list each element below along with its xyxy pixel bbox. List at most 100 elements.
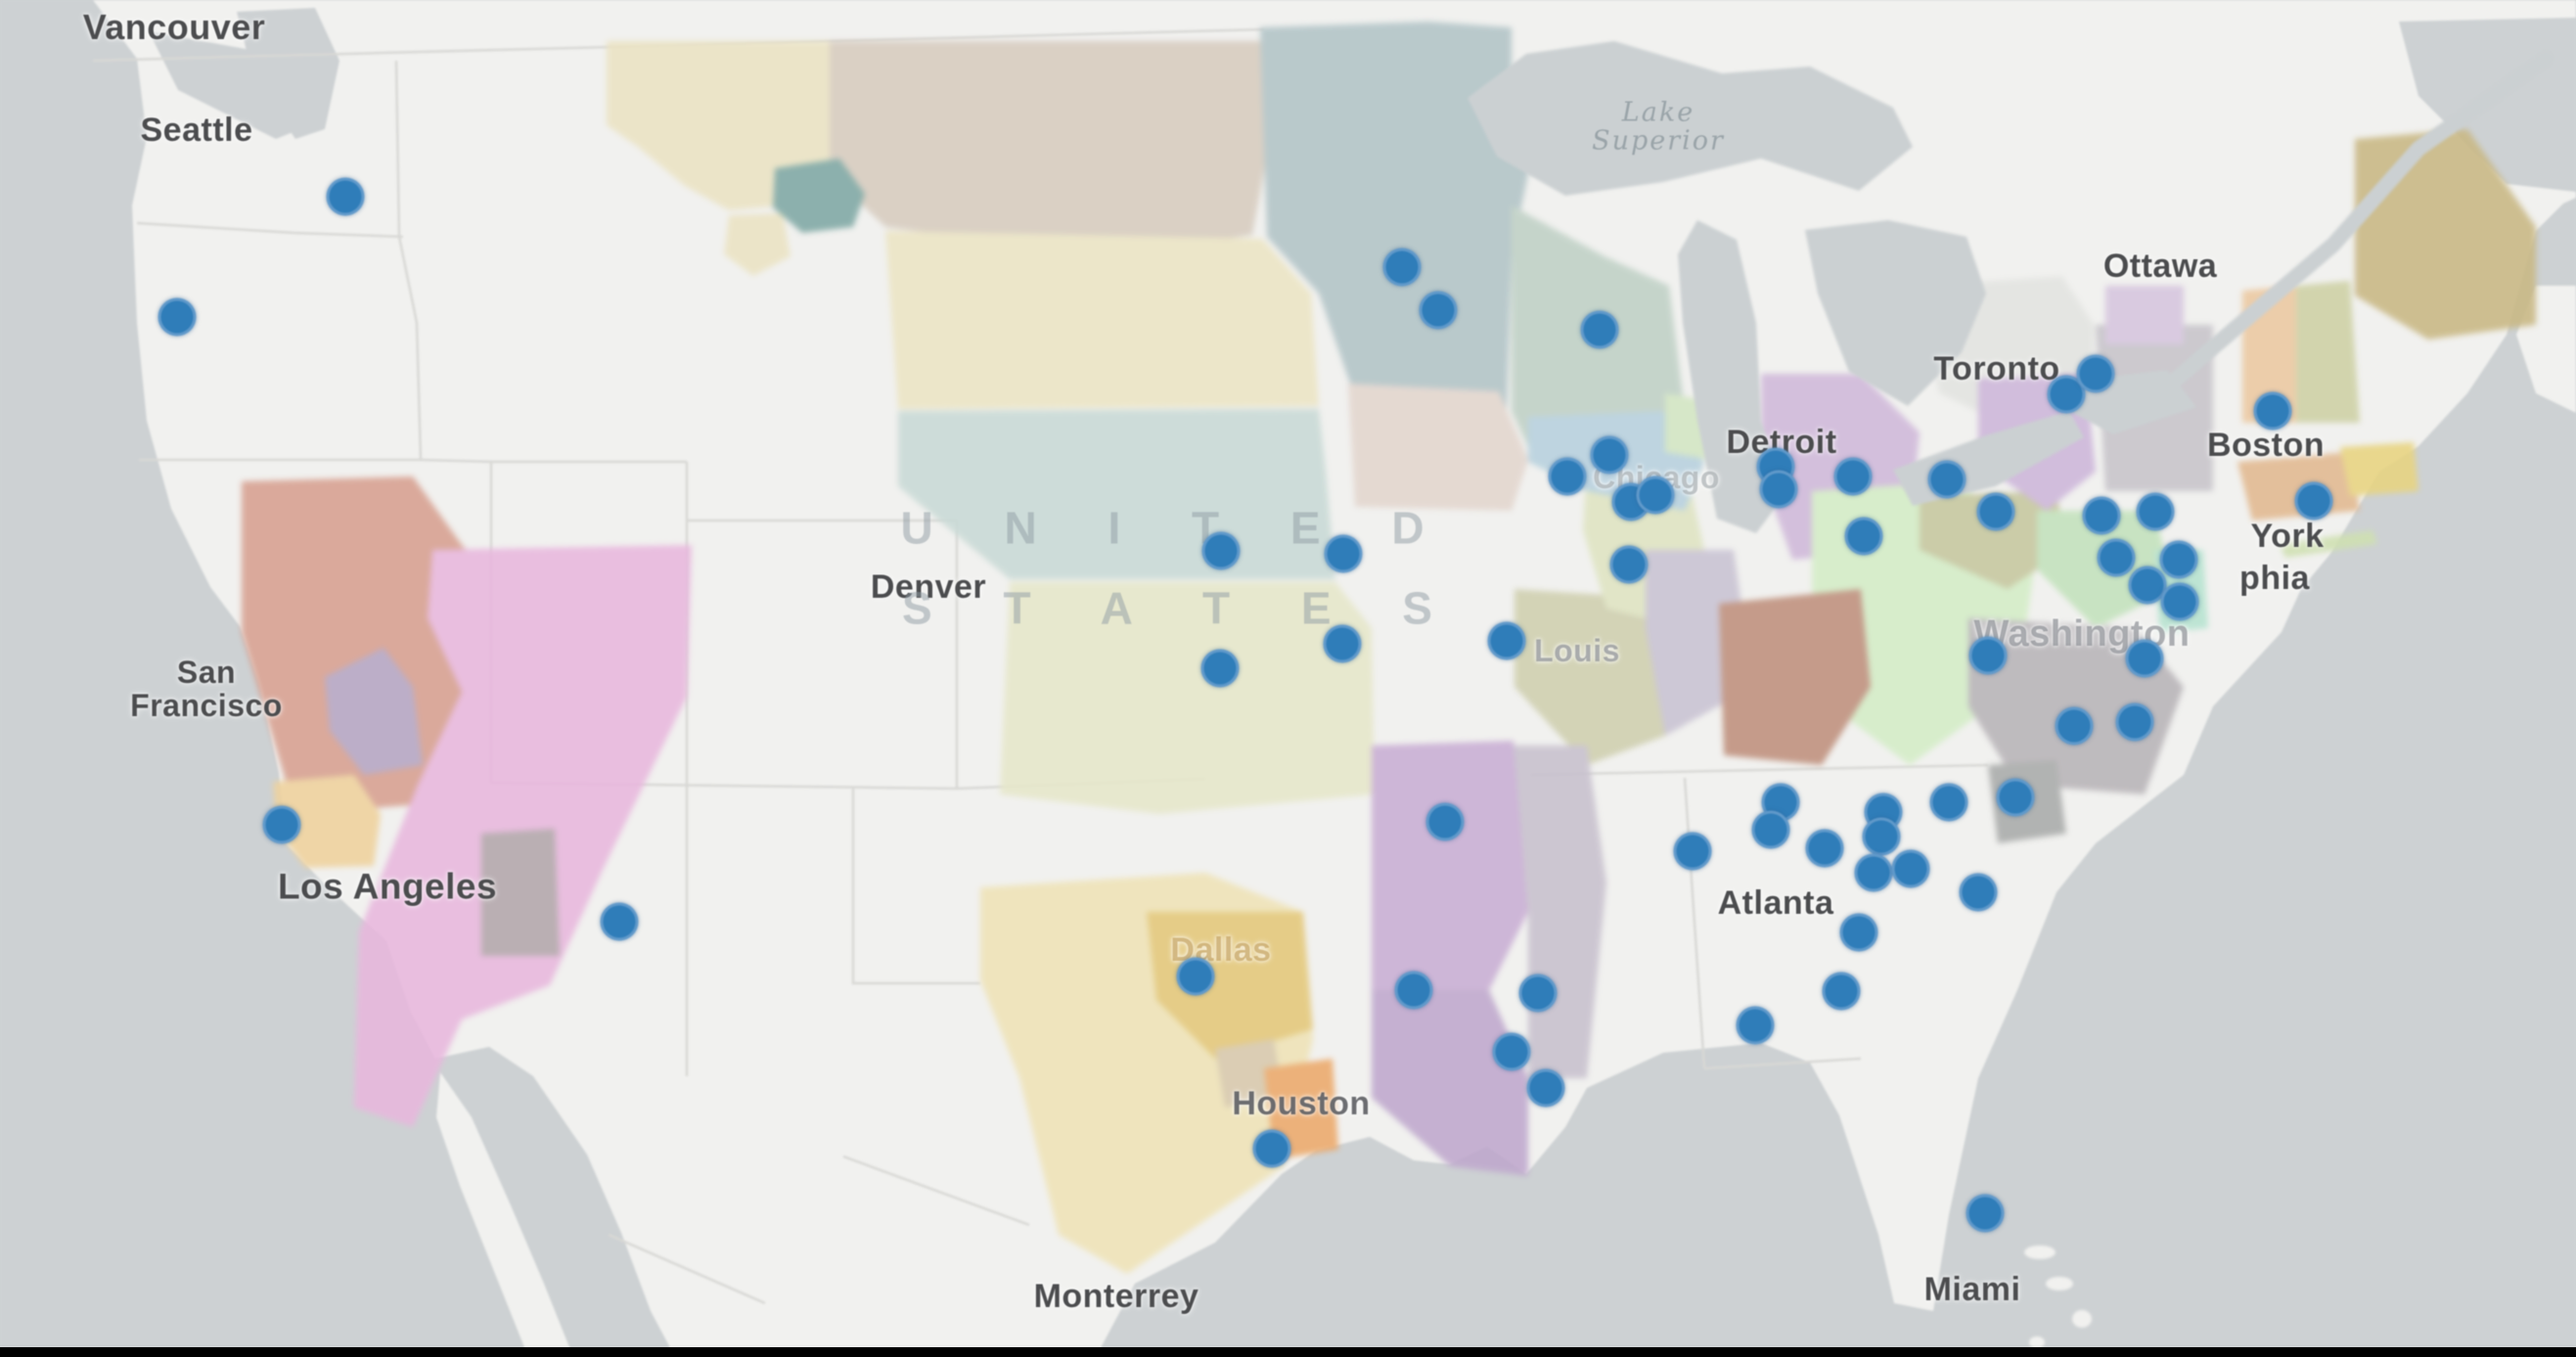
city-marker[interactable] [1394,971,1433,1010]
city-marker[interactable] [1201,531,1241,570]
city-marker[interactable] [1252,1129,1291,1168]
city-marker[interactable] [1862,817,1901,856]
city-marker[interactable] [2082,496,2121,535]
city-marker[interactable] [1382,248,1422,287]
lake-michigan [1678,220,1785,533]
newhampshire-district[interactable] [2296,281,2360,423]
baja-peninsula [436,1072,573,1357]
missouri-district[interactable] [1000,582,1375,814]
montana-islet[interactable] [724,213,791,276]
city-marker[interactable] [1833,457,1873,496]
lake-superior [1468,41,1913,196]
city-marker[interactable] [600,902,639,941]
bottom-bar [0,1347,2576,1357]
montana-district[interactable] [607,41,830,210]
city-marker[interactable] [1324,534,1363,573]
city-marker[interactable] [1966,1194,2005,1233]
city-marker[interactable] [326,177,365,216]
nebraska-district[interactable] [885,231,1319,409]
socal-gray-patch[interactable] [481,829,560,956]
city-marker[interactable] [1968,636,2008,675]
city-marker[interactable] [2076,354,2115,393]
city-marker[interactable] [2115,702,2154,742]
pennsylvania-olive-district[interactable] [1920,491,2066,589]
dallas-gold-district[interactable] [1147,912,1313,1059]
stlouis-olive-district[interactable] [1514,589,1665,765]
city-marker[interactable] [1891,849,1930,888]
city-marker[interactable] [2136,492,2175,531]
city-marker[interactable] [2160,582,2199,621]
great-lakes [1468,41,2553,1348]
kentucky-district[interactable] [1719,589,1871,765]
city-marker[interactable] [1518,973,1558,1013]
city-marker[interactable] [1751,810,1790,849]
city-marker[interactable] [1200,649,1240,688]
centralcoast-yellow-district[interactable] [273,775,381,868]
city-marker[interactable] [262,805,301,844]
city-marker[interactable] [1609,545,1649,584]
city-marker[interactable] [1996,778,2035,817]
city-marker[interactable] [2128,565,2167,605]
lake-huron [1805,220,1986,406]
city-marker[interactable] [1844,517,1883,556]
louisiana-district[interactable] [1372,990,1528,1176]
arkansas-district[interactable] [1372,741,1528,990]
city-marker[interactable] [1759,470,1798,509]
state-border-line [842,1154,1030,1227]
city-marker[interactable] [1590,435,1629,475]
newyork-lavender-patch[interactable] [2105,286,2184,344]
city-marker[interactable] [1736,1006,1775,1045]
city-marker[interactable] [2294,481,2333,520]
city-marker[interactable] [1822,972,1861,1011]
state-border-line [1683,777,1706,1069]
city-marker[interactable] [1854,853,1893,892]
st-lawrence-river [2156,51,2553,397]
city-marker[interactable] [1487,621,1526,660]
puget-sound [237,8,339,139]
state-border-line [136,221,404,239]
teal-knob-district[interactable] [773,158,865,233]
city-marker[interactable] [1927,460,1966,499]
city-marker[interactable] [1839,913,1878,952]
city-marker[interactable] [1805,829,1844,868]
city-marker[interactable] [1636,475,1675,515]
iowa-district[interactable] [1348,384,1528,511]
state-border-line [851,789,980,985]
city-marker[interactable] [1976,492,2015,531]
city-marker[interactable] [1526,1068,1565,1108]
city-marker[interactable] [1419,291,1458,330]
city-marker[interactable] [1929,783,1968,822]
state-border-line [1530,763,1989,777]
city-marker[interactable] [2253,391,2292,430]
state-border-line [92,27,1265,63]
city-marker[interactable] [1425,802,1465,841]
city-marker[interactable] [1176,957,1215,996]
city-marker[interactable] [2047,375,2086,414]
state-border-line [608,1233,766,1305]
minnesota-district[interactable] [1260,22,1532,423]
city-marker[interactable] [1548,457,1587,496]
bahama-island [2072,1310,2092,1328]
norcal-purple-patch[interactable] [325,648,423,775]
city-marker[interactable] [1580,310,1619,349]
longisland-district[interactable] [2280,530,2377,558]
massachusetts-yellow-district[interactable] [2340,442,2418,496]
city-marker[interactable] [1323,624,1362,663]
city-marker[interactable] [2159,540,2198,579]
bahama-island [2024,1245,2056,1259]
city-marker[interactable] [2097,538,2136,577]
dakotas-district[interactable] [830,41,1274,247]
city-marker[interactable] [2125,639,2164,678]
maine-district[interactable] [2355,129,2536,339]
city-marker[interactable] [1492,1032,1531,1071]
city-marker[interactable] [1959,873,1998,912]
city-marker[interactable] [1673,832,1712,871]
city-marker[interactable] [2055,706,2094,746]
city-marker[interactable] [158,297,197,337]
bahama-island [2046,1277,2073,1290]
bahama-island [2029,1336,2045,1348]
